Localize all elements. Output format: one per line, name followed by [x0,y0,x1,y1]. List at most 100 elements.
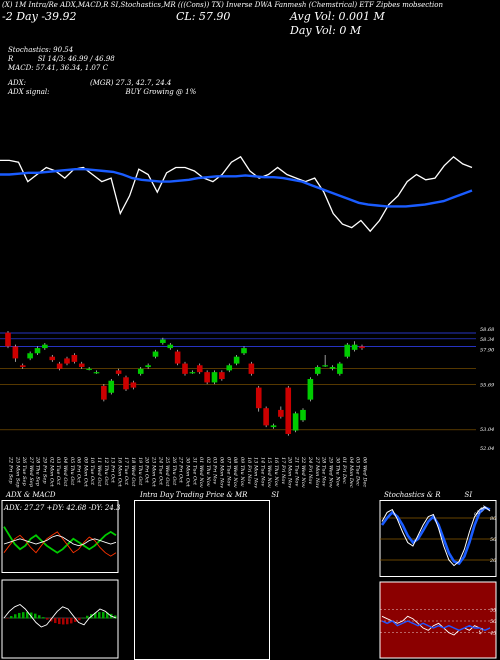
adx-panel: ADX: 27.27 +DY: 42.68 -DY: 24.39 [1,500,120,659]
macd-bar [74,618,77,622]
date-label: 20 Mon Nov [287,456,293,488]
date-label: 29 Wed Nov [328,456,334,488]
date-label: 12 Thu Oct [103,457,109,486]
date-label: 13 Fri Oct [110,457,116,484]
date-label: 07 Tue Nov [225,457,231,486]
date-label: 03 Tue Oct [55,457,61,486]
candle-body [233,356,240,364]
candle-body [93,372,100,374]
candle-body [337,363,343,374]
stoch-series-1 [381,506,491,567]
macd-bar [26,612,29,619]
candle-body [56,363,63,369]
date-label: 25 Mon Sep [14,456,20,488]
candle-body [248,363,255,374]
candlestick-chart: 58.68 58.34 57.90 55.69 53.04 52.04 [0,327,495,452]
price-label: 55.69 [480,382,495,388]
macd-bar [82,617,85,619]
date-label: 29 Fri Sep [42,456,48,484]
macd-bar [34,613,37,619]
date-label: 31 Tue Oct [191,457,197,486]
candle-body [49,356,56,361]
date-label: 24 Tue Oct [157,456,163,486]
overview-series-0 [0,155,473,233]
indicator-info: Stochastics: 90.54 R SI 14/3: 46.99 / 46… [8,46,196,97]
date-label: 20 Fri Oct [144,456,150,484]
stochastics-value: Stochastics: 90.54 [8,46,74,54]
stoch-box [379,500,497,577]
date-label: 18 Wed Oct [130,457,136,487]
candle-body [137,368,144,374]
date-label: 02 Mon Oct [48,457,54,488]
date-label: 26 Thu Oct [171,456,177,486]
price-label: 58.68 [480,327,494,333]
price-label: 52.04 [480,446,494,452]
candle-body [285,387,292,434]
adx-panel-title: ADX & MACD [6,491,56,499]
candle-body [71,354,78,362]
date-label: 05 Tue Dec [355,457,361,486]
candle-body [152,351,159,357]
date-label: 23 Mon Oct [151,456,157,488]
date-label: 10 Tue Oct [89,457,95,486]
date-label: 04 Mon Dec [348,457,354,488]
date-label: 22 Fri Sep [8,456,14,484]
candle-body [27,353,33,359]
candle-body [167,344,174,349]
macd-bar [114,615,117,619]
day-volume: Day Vol: 0 M [290,24,362,37]
macd-bar [86,615,89,619]
date-axis: 22 Fri Sep 25 Mon Sep 26 Tue Sep 27 Wed Sep… [8,456,368,488]
candle-body [278,409,284,417]
candle-body [182,363,188,374]
candle-body [344,344,351,357]
date-label: 09 Thu Nov [239,457,245,487]
stoch-level-label: 20 [489,558,497,564]
avg-volume: Avg Vol: 0.001 M [290,10,385,23]
macd-bar [70,618,73,624]
macd-bar [106,612,109,619]
rsi-box [379,581,497,659]
macd-bar [42,617,45,619]
macd-bar [102,612,105,619]
date-label: 21 Tue Nov [293,456,299,486]
date-label: 01 Wed Nov [198,457,204,488]
date-label: 28 Tue Nov [321,456,327,486]
candle-body [101,385,107,400]
candle-body [64,358,70,364]
adx-readout: ADX: 27.27 +DY: 42.68 -DY: 24.39 [3,504,120,512]
date-label: 24 Fri Nov [307,456,313,484]
date-label: 25 Wed Oct [164,456,170,487]
date-label: 03 Fri Nov [212,457,218,484]
date-label: 27 Wed Sep [28,456,34,488]
macd-line [3,603,117,628]
date-label: 16 Thu Nov [273,457,279,487]
candle-body [314,366,321,374]
day-label: -2 Day [2,10,38,23]
candle-body [174,351,181,364]
macd-bar [54,618,57,624]
date-label: 01 Fri Dec [341,457,347,484]
macd-bar [58,618,61,625]
rsi-level-label: 55 [490,607,496,613]
candle-body [189,372,196,374]
adx-signal: ADX signal: BUY Growing @ 1% [8,88,197,96]
candle-body [19,365,26,367]
candle-body [211,372,218,383]
date-label: 14 Tue Nov [259,457,265,486]
candle-body [42,344,48,349]
si-value: R SI 14/3: 46.99 / 46.98 [8,55,115,63]
candle-body [204,372,210,383]
candle-body [255,387,262,409]
overview-chart [0,155,473,233]
day-change: -2 Day -39.92 [2,10,77,23]
adx-series-0 [3,526,117,554]
candle-body [34,348,41,354]
date-label: 27 Fri Oct [178,456,184,484]
date-label: 11 Wed Oct [96,457,102,487]
candle-body [270,425,277,428]
adx-box [1,500,119,573]
candle-body [160,339,166,343]
candle-body [322,365,328,367]
